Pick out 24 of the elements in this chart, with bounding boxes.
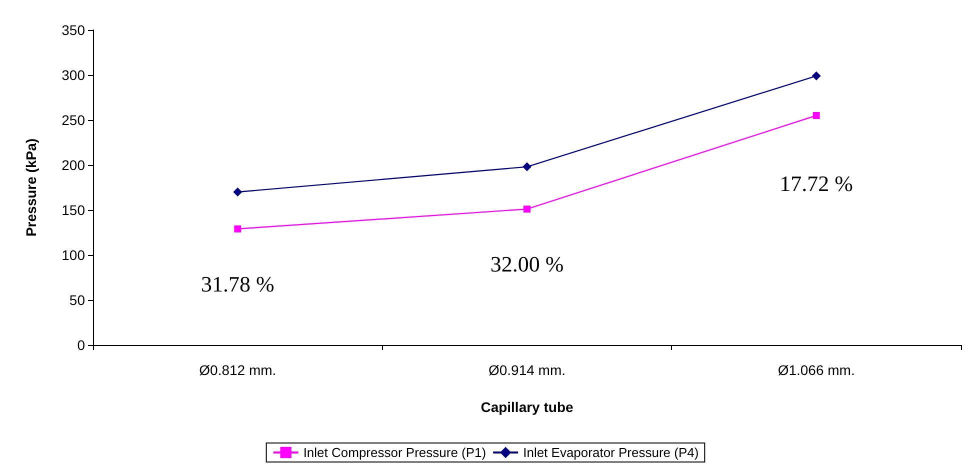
y-tick-label: 100 — [62, 247, 86, 263]
y-tick-label: 250 — [62, 112, 86, 128]
x-tick-label: Ø0.812 mm. — [199, 362, 276, 378]
legend-label: Inlet Evaporator Pressure (P4) — [523, 445, 699, 460]
legend-label: Inlet Compressor Pressure (P1) — [303, 445, 486, 460]
y-tick-label: 200 — [62, 157, 86, 173]
x-tick-label: Ø0.914 mm. — [488, 362, 566, 378]
y-tick-label: 150 — [62, 202, 86, 218]
point — [524, 206, 530, 213]
point — [812, 71, 821, 80]
annotation: 17.72 % — [780, 171, 853, 196]
y-axis-title: Pressure (kPa) — [23, 138, 39, 237]
point — [522, 162, 532, 172]
x-tick-label: Ø1.066 mm. — [778, 362, 855, 378]
point — [234, 225, 242, 232]
y-tick-label: 0 — [77, 337, 86, 353]
annotation: 31.78 % — [201, 271, 274, 296]
point — [812, 112, 820, 119]
point — [233, 188, 242, 196]
annotation: 32.00 % — [490, 252, 564, 277]
y-tick-label: 50 — [69, 292, 86, 308]
y-tick-label: 350 — [62, 22, 86, 38]
y-tick-label: 300 — [62, 67, 86, 83]
x-axis-title: Capillary tube — [480, 399, 574, 415]
